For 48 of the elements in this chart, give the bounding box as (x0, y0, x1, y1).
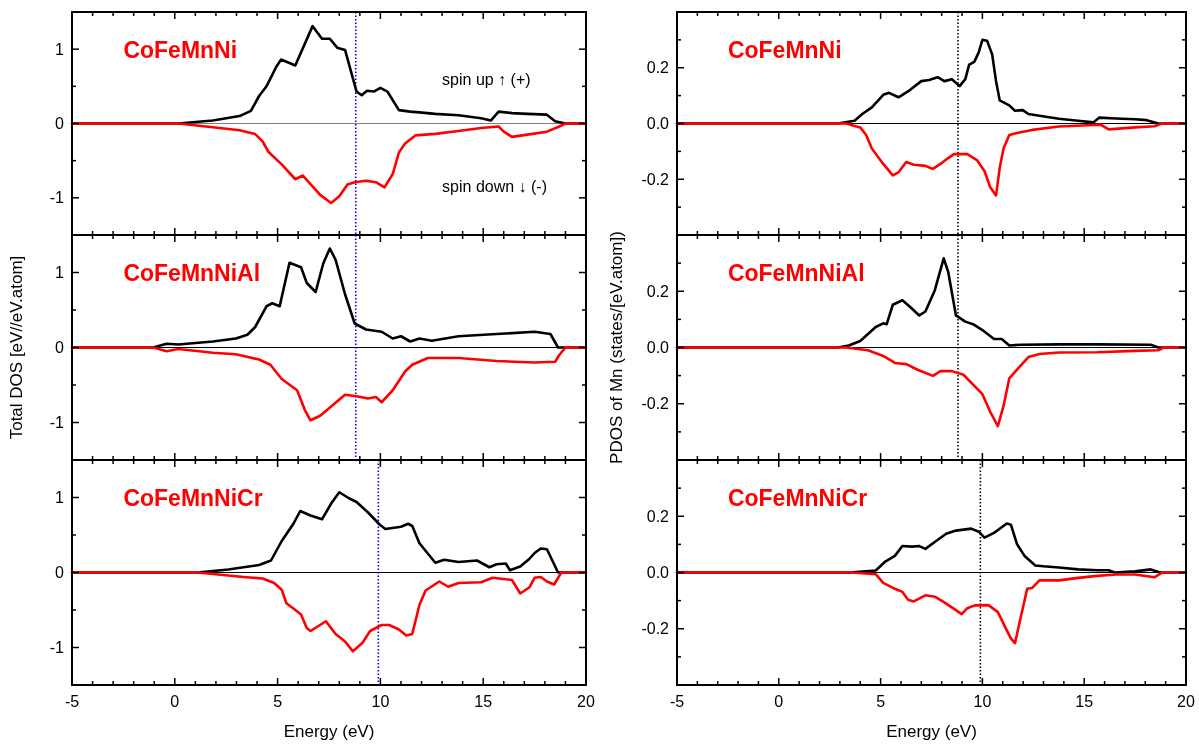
line-series (70, 346, 588, 422)
x-tick-label: 20 (1177, 693, 1195, 710)
x-tick-label: 15 (1075, 693, 1094, 710)
annotation: CoFeMnNi (727, 36, 842, 63)
y-tick-label: -0.2 (641, 170, 670, 188)
line-series (675, 122, 1188, 197)
y-tick-label: 0.0 (646, 115, 670, 133)
annotation: CoFeMnNiCr (123, 485, 263, 512)
y-tick-label: 0 (55, 115, 65, 133)
y-tick-label: 0.2 (646, 507, 670, 525)
x-tick-label: 0 (774, 693, 784, 710)
y-tick-label: 1 (55, 489, 65, 507)
x-tick-label: 5 (273, 693, 283, 710)
y-axis-title: Total DOS [eV//eV.atom] (7, 255, 26, 440)
y-tick-label: -0.2 (641, 620, 670, 638)
annotation: CoFeMnNi (123, 36, 238, 63)
x-tick-label: -5 (669, 693, 685, 710)
y-tick-label: -1 (49, 189, 65, 207)
annotation: spin down ↓ (-) (442, 177, 547, 195)
y-tick-label: 0 (55, 339, 65, 357)
x-tick-label: 5 (876, 693, 886, 710)
y-axis-title: PDOS of Mn (states/[eV.atom]) (607, 231, 626, 464)
y-tick-label: 1 (55, 40, 65, 58)
y-tick-label: 0.2 (646, 59, 670, 77)
x-axis-title: Energy (eV) (283, 722, 375, 741)
line-series (675, 346, 1188, 428)
line-series (70, 571, 588, 653)
x-tick-label: -5 (64, 693, 80, 710)
annotation: spin up ↑ (+) (442, 70, 531, 88)
y-tick-label: 0.0 (646, 339, 670, 357)
y-tick-label: -1 (49, 639, 65, 657)
x-tick-label: 10 (973, 693, 992, 710)
annotation: CoFeMnNiAl (727, 260, 865, 287)
x-tick-label: 0 (170, 693, 180, 710)
y-tick-label: 0.0 (646, 564, 670, 582)
annotation: CoFeMnNiAl (123, 260, 261, 287)
x-tick-label: 10 (371, 693, 390, 710)
x-axis-title: Energy (eV) (886, 722, 977, 741)
x-tick-label: 15 (474, 693, 493, 710)
y-tick-label: -0.2 (641, 395, 670, 413)
y-tick-label: 1 (55, 264, 65, 282)
x-tick-label: 20 (577, 693, 595, 710)
y-tick-label: 0.2 (646, 282, 670, 300)
y-tick-label: -1 (49, 414, 65, 432)
y-tick-label: 0 (55, 564, 65, 582)
annotation: CoFeMnNiCr (727, 485, 868, 512)
line-series (70, 122, 588, 205)
line-series (675, 571, 1188, 645)
